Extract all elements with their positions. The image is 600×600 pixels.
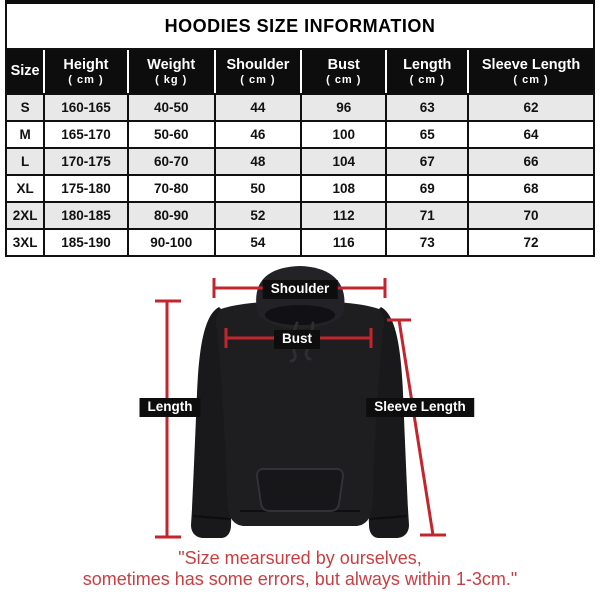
table-row-3xl: 3XL 185-190 90-100 54 116 73 72 (4, 228, 595, 257)
cell-height: 180-185 (43, 201, 129, 230)
hood-opening (265, 305, 335, 325)
cell-height: 175-180 (43, 174, 129, 203)
col-header-height: Height ( cm ) (43, 48, 128, 95)
kangaroo-pocket (255, 468, 345, 512)
cell-height: 170-175 (43, 147, 129, 176)
cell-sleeve-length: 66 (467, 147, 595, 176)
col-unit: ( cm ) (326, 73, 362, 86)
col-unit: ( cm ) (240, 73, 276, 86)
col-label: Bust (327, 56, 360, 73)
col-unit: ( kg ) (155, 73, 188, 86)
cell-shoulder: 52 (213, 201, 303, 230)
cell-length: 71 (385, 201, 470, 230)
cell-weight: 70-80 (126, 174, 216, 203)
cell-weight: 40-50 (126, 93, 216, 122)
right-cuff-seam (369, 515, 408, 520)
cell-sleeve-length: 68 (467, 174, 595, 203)
cell-bust: 112 (300, 201, 388, 230)
table-row-l: L 170-175 60-70 48 104 67 66 (4, 147, 595, 176)
cell-size: XL (4, 174, 46, 203)
col-unit: ( cm ) (68, 73, 104, 86)
col-header-sleeve-length: Sleeve Length ( cm ) (467, 48, 594, 95)
table-row-2xl: 2XL 180-185 80-90 52 112 71 70 (4, 201, 595, 230)
length-label: Length (139, 398, 201, 417)
col-label: Shoulder (226, 56, 290, 73)
cell-bust: 116 (300, 228, 388, 257)
cell-bust: 100 (300, 120, 388, 149)
length-measure-line (155, 299, 181, 539)
col-unit: ( cm ) (409, 73, 445, 86)
cell-bust: 96 (300, 93, 388, 122)
cell-height: 160-165 (43, 93, 129, 122)
bust-label: Bust (274, 330, 320, 349)
cell-shoulder: 54 (213, 228, 303, 257)
cell-length: 73 (385, 228, 470, 257)
shoulder-label: Shoulder (262, 280, 338, 299)
hoodie-measurement-diagram: Shoulder Bust Length Sleeve Length (0, 253, 600, 545)
cell-sleeve-length: 62 (467, 93, 595, 122)
page-title: HOODIES SIZE INFORMATION (5, 1, 595, 50)
table-header-row: Size Height ( cm ) Weight ( kg ) Shoulde… (6, 48, 594, 95)
col-header-length: Length ( cm ) (385, 48, 469, 95)
col-label: Height (63, 56, 109, 73)
cell-weight: 90-100 (126, 228, 216, 257)
cell-size: S (4, 93, 46, 122)
col-header-weight: Weight ( kg ) (126, 48, 215, 95)
cell-shoulder: 48 (213, 147, 303, 176)
cell-length: 65 (385, 120, 470, 149)
cell-sleeve-length: 72 (467, 228, 595, 257)
measurement-disclaimer: "Size mearsured by ourselves, sometimes … (0, 548, 600, 590)
col-label: Length (403, 56, 452, 73)
col-label: Sleeve Length (481, 56, 581, 73)
table-title-row: HOODIES SIZE INFORMATION (5, 1, 595, 50)
col-label: Weight (147, 56, 196, 73)
cell-weight: 50-60 (126, 120, 216, 149)
cell-shoulder: 50 (213, 174, 303, 203)
cell-weight: 80-90 (126, 201, 216, 230)
cell-size: L (4, 147, 46, 176)
disclaimer-line-2: sometimes has some errors, but always wi… (82, 569, 518, 589)
sleeve-length-measure-line (387, 318, 446, 537)
cell-length: 69 (385, 174, 470, 203)
table-row-s: S 160-165 40-50 44 96 63 62 (4, 93, 595, 122)
cell-shoulder: 44 (213, 93, 303, 122)
col-unit: ( cm ) (513, 73, 549, 86)
hoodie-body (216, 300, 384, 526)
cell-length: 63 (385, 93, 470, 122)
table-row-xl: XL 175-180 70-80 50 108 69 68 (4, 174, 595, 203)
col-header-bust: Bust ( cm ) (300, 48, 387, 95)
cell-sleeve-length: 70 (467, 201, 595, 230)
col-header-shoulder: Shoulder ( cm ) (213, 48, 302, 95)
cell-shoulder: 46 (213, 120, 303, 149)
cell-size: 2XL (4, 201, 46, 230)
disclaimer-line-1: "Size mearsured by ourselves, (178, 548, 422, 568)
col-header-size: Size (6, 48, 45, 95)
cell-sleeve-length: 64 (467, 120, 595, 149)
size-table: HOODIES SIZE INFORMATION Size Height ( c… (4, 0, 595, 257)
cell-height: 165-170 (43, 120, 129, 149)
cell-bust: 108 (300, 174, 388, 203)
col-label: Size (10, 63, 40, 80)
cell-height: 185-190 (43, 228, 129, 257)
cell-size: M (4, 120, 46, 149)
cell-length: 67 (385, 147, 470, 176)
left-cuff-seam (192, 515, 231, 520)
cell-bust: 104 (300, 147, 388, 176)
cell-weight: 60-70 (126, 147, 216, 176)
cell-size: 3XL (4, 228, 46, 257)
table-row-m: M 165-170 50-60 46 100 65 64 (4, 120, 595, 149)
sleeve-length-label: Sleeve Length (366, 398, 474, 417)
